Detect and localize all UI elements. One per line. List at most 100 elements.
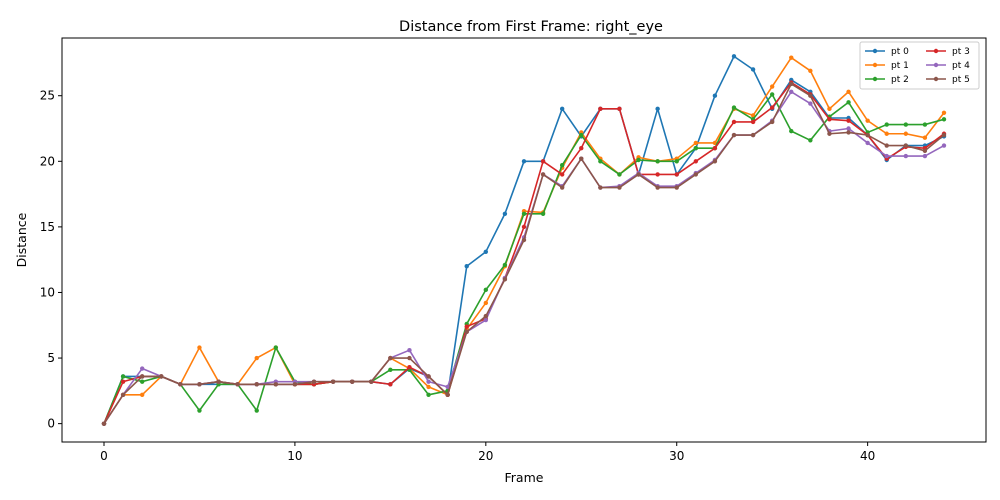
data-point [674,185,679,190]
data-point [254,382,259,387]
data-point [693,172,699,177]
plot-area [101,54,947,426]
data-point [101,421,107,426]
data-point [769,105,775,110]
legend-label: pt 2 [891,75,909,85]
data-point [139,379,145,384]
data-point [483,287,489,293]
data-point [311,379,317,384]
data-point [445,384,450,390]
data-point [579,156,584,161]
data-point [808,68,813,73]
y-tick-label: 5 [47,351,55,365]
data-point [617,106,622,112]
legend-marker [872,48,878,54]
data-point [731,119,737,125]
data-point [655,106,660,112]
data-point [502,277,508,282]
y-axis: 0 5 10 15 20 25 [40,89,62,431]
data-point [598,106,603,112]
x-tick-label: 30 [669,449,684,463]
data-point [941,117,947,122]
data-point [483,313,489,319]
data-point [579,145,584,151]
data-point [598,185,603,190]
data-point [159,374,164,379]
legend-item: pt 1 [865,61,909,71]
data-point [120,379,126,384]
legend-label: pt 3 [952,47,970,57]
data-point [846,118,851,123]
data-point [617,185,622,190]
data-point [273,382,279,387]
y-tick-label: 0 [47,417,55,431]
data-point [808,138,813,143]
data-point [922,135,928,140]
data-point [521,224,527,230]
x-tick-label: 40 [860,449,875,463]
data-point [941,132,947,138]
data-point [731,54,737,59]
data-point [559,106,565,112]
data-point [789,128,794,134]
data-point [254,355,259,361]
data-point [502,262,508,268]
data-point [674,159,679,164]
data-point [846,126,851,131]
data-point [559,163,565,168]
data-point [464,329,469,335]
data-point [483,317,489,323]
data-point [197,408,202,413]
data-point [789,89,794,94]
data-point [865,140,870,146]
data-point [426,379,431,384]
data-point [426,392,431,397]
data-point [865,132,870,138]
legend-box [859,41,980,90]
data-point [579,132,584,138]
legend-marker [933,48,939,54]
data-point [540,172,546,177]
data-point [750,113,756,118]
legend: pt 0 pt 1 pt 2 pt 3 pt 4 pt 5 [859,41,980,90]
data-point [884,153,889,159]
legend-label: pt 0 [891,47,909,57]
data-point [750,132,756,138]
data-point [884,131,889,136]
data-point [655,172,660,177]
data-point [750,119,756,125]
data-point [426,384,431,390]
data-point [330,379,336,384]
data-point [884,143,889,148]
data-point [540,211,546,216]
data-point [903,153,909,159]
data-point [483,249,489,255]
data-point [636,157,641,163]
legend-marker [933,62,939,68]
legend-label: pt 4 [952,61,970,71]
data-point [846,89,851,94]
legend-marker [872,62,878,68]
data-point [941,110,947,115]
data-point [254,408,259,413]
data-point [216,379,221,384]
data-point [712,159,718,164]
data-point [903,143,909,148]
data-point [388,355,393,361]
data-point [827,106,832,112]
data-point [922,122,928,127]
series-pt-5 [101,81,947,426]
data-point [235,382,240,387]
y-tick-label: 10 [40,285,55,299]
data-point [139,392,145,397]
legend-item: pt 3 [926,47,970,57]
data-point [445,392,450,397]
data-point [388,367,393,373]
plot-frame [61,37,987,443]
legend-item: pt 0 [865,47,909,57]
data-point [808,101,813,106]
data-point [827,117,832,122]
data-point [712,145,718,151]
data-point [846,100,851,105]
